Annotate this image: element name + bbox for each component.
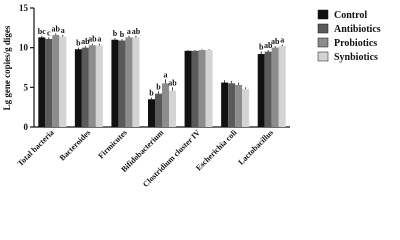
bar — [81, 47, 89, 127]
bar — [74, 49, 82, 127]
y-tick-label: 5 — [24, 82, 29, 92]
x-tick-label: Bacteroides — [58, 128, 93, 163]
value-label: ab — [52, 24, 61, 33]
value-label: b — [156, 82, 161, 91]
bar — [38, 37, 46, 127]
bar — [191, 50, 199, 128]
value-label: bc — [38, 27, 46, 36]
bar — [235, 84, 243, 127]
bar — [278, 46, 286, 127]
value-label: a — [97, 35, 101, 44]
value-label: ab — [88, 35, 97, 44]
legend-swatch — [317, 23, 329, 34]
bar — [264, 51, 272, 128]
bar — [271, 47, 279, 127]
value-label: b — [259, 43, 264, 52]
y-tick-label: 10 — [19, 43, 29, 53]
legend-label: Control — [334, 10, 367, 21]
value-label: c — [47, 28, 51, 37]
legend-label: Antibiotics — [334, 24, 381, 35]
legend-swatch — [317, 51, 329, 62]
bar — [221, 82, 229, 127]
value-label: b — [120, 30, 125, 39]
value-label: ab — [264, 41, 273, 50]
legend-label: Probiotics — [334, 38, 377, 49]
value-label: a — [61, 26, 65, 35]
bar — [205, 50, 213, 128]
x-tick-label: Total bacteria — [16, 128, 56, 168]
bar — [162, 83, 169, 127]
value-label: ab — [168, 78, 177, 87]
bar — [45, 38, 53, 127]
bar — [88, 45, 96, 127]
value-label: ab — [81, 37, 90, 46]
legend-label: Synbiotics — [334, 52, 378, 63]
bar — [52, 34, 60, 128]
legend-swatch — [317, 9, 329, 20]
bar — [155, 93, 162, 127]
legend-swatch — [317, 37, 329, 48]
x-tick-label: Firmicutes — [96, 128, 128, 160]
bar — [59, 36, 67, 128]
bar — [169, 90, 176, 127]
value-label: b — [113, 29, 118, 38]
x-tick-label: Lactobacillus — [236, 128, 275, 167]
value-label: a — [280, 35, 284, 44]
value-label: ab — [132, 27, 141, 36]
bar — [148, 99, 155, 127]
value-label: a — [164, 70, 168, 79]
bar — [111, 39, 119, 127]
y-axis-label: Lg gene copies/g diges — [2, 25, 12, 110]
value-label: a — [127, 27, 131, 36]
value-label: b — [149, 89, 154, 98]
chart: Lg gene copies/g diges 0 5 10 15 Total bacte… — [2, 3, 381, 189]
bar — [198, 50, 206, 128]
bar — [125, 37, 133, 127]
y-tick-label: 15 — [19, 3, 29, 13]
bar — [118, 40, 126, 127]
value-label: b — [76, 39, 81, 48]
bar — [95, 45, 103, 127]
bar — [132, 37, 140, 127]
bar — [184, 50, 192, 128]
y-tick-label: 0 — [24, 122, 29, 132]
bar — [228, 83, 236, 127]
bar — [242, 88, 250, 127]
bar — [257, 54, 265, 127]
value-label: ab — [271, 37, 280, 46]
